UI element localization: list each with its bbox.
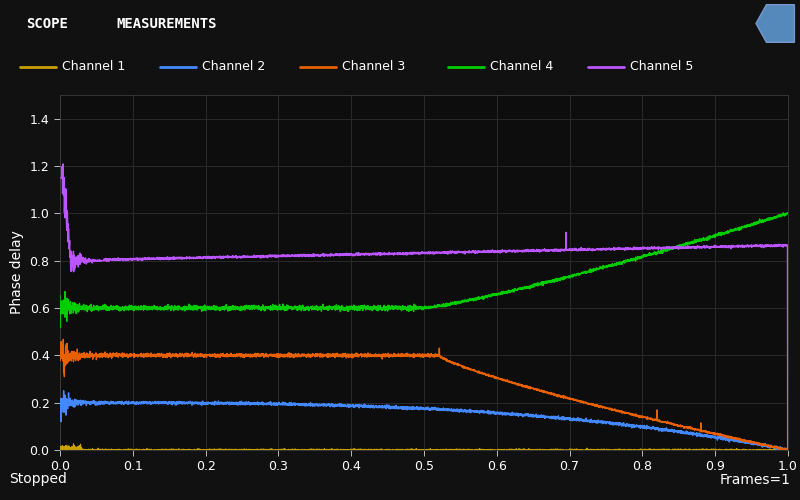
Text: Frames=1: Frames=1 bbox=[719, 472, 790, 486]
Text: SCOPE: SCOPE bbox=[26, 16, 68, 30]
Text: MEASUREMENTS: MEASUREMENTS bbox=[116, 16, 217, 30]
Text: Channel 3: Channel 3 bbox=[342, 60, 405, 74]
Text: Channel 5: Channel 5 bbox=[630, 60, 693, 74]
Y-axis label: Phase delay: Phase delay bbox=[10, 230, 24, 314]
Text: Channel 4: Channel 4 bbox=[490, 60, 553, 74]
Text: ?: ? bbox=[774, 16, 782, 30]
Text: Channel 2: Channel 2 bbox=[202, 60, 265, 74]
Polygon shape bbox=[756, 4, 794, 43]
Text: Stopped: Stopped bbox=[10, 472, 67, 486]
Text: Channel 1: Channel 1 bbox=[62, 60, 125, 74]
